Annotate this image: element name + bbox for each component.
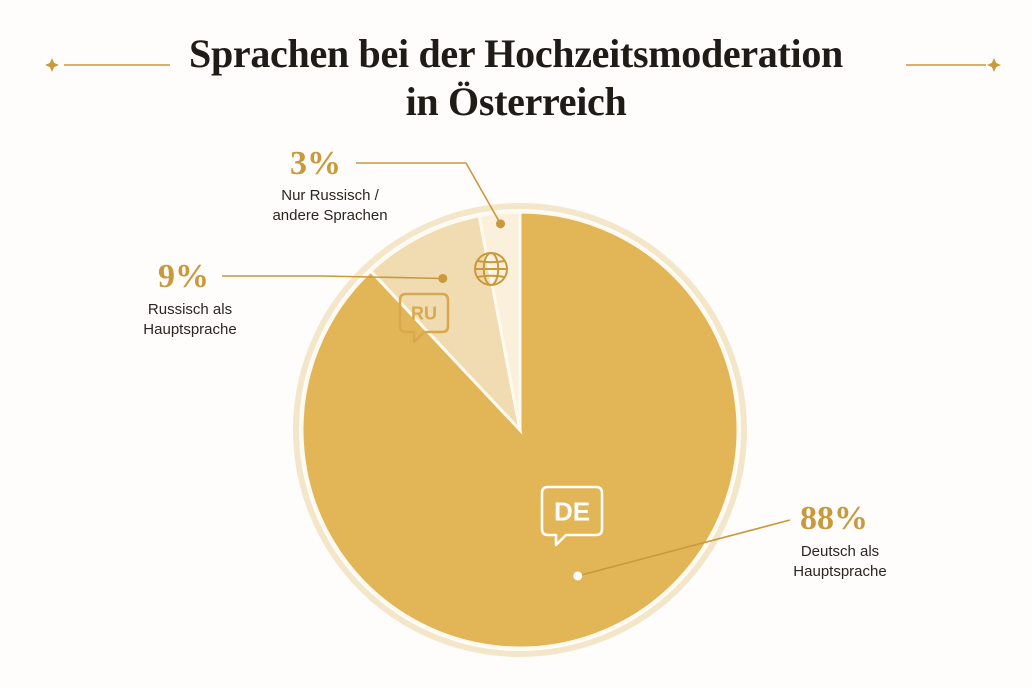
chart-title-line-2: in Österreich bbox=[405, 79, 627, 124]
slice-label-other-line-2: andere Sprachen bbox=[272, 207, 388, 224]
slice-label-ru: Russisch als Hauptsprache bbox=[120, 300, 260, 340]
pie-outline bbox=[293, 203, 747, 657]
badge-ru-text: RU bbox=[411, 303, 437, 323]
slice-label-de-line-2: Hauptsprache bbox=[793, 563, 887, 580]
chart-title-line-1: Sprachen bei der Hochzeitsmoderation bbox=[189, 31, 843, 76]
slice-label-other-line-1: Nur Russisch / bbox=[281, 187, 379, 204]
slice-label-ru-line-2: Hauptsprache bbox=[143, 321, 237, 338]
leader-de-dot bbox=[573, 571, 583, 581]
slice-label-de-line-1: Deutsch als bbox=[800, 543, 880, 560]
slice-value-other: 3% bbox=[290, 145, 341, 182]
slice-value-de: 88% bbox=[800, 500, 868, 537]
leader-ru-dot bbox=[438, 273, 448, 283]
badge-de-text: DE bbox=[554, 496, 590, 526]
badge-de: DE bbox=[540, 485, 604, 547]
slice-other bbox=[477, 210, 522, 431]
slice-label-other: Nur Russisch / andere Sprachen bbox=[250, 186, 410, 226]
leader-ru-line bbox=[222, 275, 443, 280]
slice-value-ru: 9% bbox=[158, 258, 209, 295]
leader-other-line bbox=[356, 162, 502, 225]
slice-label-ru-line-1: Russisch als bbox=[147, 301, 233, 318]
leader-other-dot bbox=[496, 219, 506, 229]
badge-ru: RU bbox=[398, 292, 450, 344]
chart-title: Sprachen bei der Hochzeitsmoderation in … bbox=[0, 30, 1032, 126]
left-ornament-icon bbox=[45, 58, 170, 72]
leader-de-line bbox=[577, 519, 791, 577]
slice-label-de: Deutsch als Hauptsprache bbox=[770, 542, 910, 582]
right-ornament-icon bbox=[906, 58, 1001, 72]
globe-icon bbox=[474, 252, 508, 286]
